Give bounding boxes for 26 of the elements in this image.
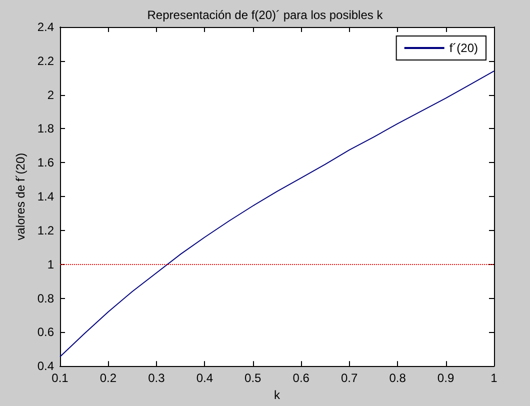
x-tick-label: 0.1: [52, 371, 69, 386]
y-tick-label: 1: [47, 257, 54, 272]
chart-title: Representación de f(20)´ para los posibles k: [147, 8, 384, 22]
x-tick-label: 1: [490, 371, 498, 386]
x-tick-label: 0.8: [389, 371, 406, 386]
x-tick-label: 0.2: [100, 371, 117, 386]
y-tick-label: 1.6: [37, 156, 54, 170]
line-series: [60, 70, 494, 358]
y-tick-label: 2.2: [37, 54, 54, 68]
y-tick-label: 1.2: [37, 223, 54, 238]
y-tick-label: 0.8: [37, 291, 54, 306]
x-tick-label: 0.5: [244, 371, 262, 386]
x-tick-label: 0.9: [437, 371, 454, 386]
y-tick-label: 0.4: [37, 359, 54, 374]
y-tick-label: 0.6: [37, 325, 54, 340]
y-tick-label: 1.8: [37, 122, 54, 136]
x-tick-label: 0.6: [292, 371, 310, 386]
x-tick-label: 0.7: [340, 371, 358, 386]
y-tick-label: 1.4: [37, 190, 54, 204]
x-tick-label: 0.3: [148, 371, 166, 386]
y-tick-label: 2.4: [37, 20, 54, 34]
y-axis-title: valores de f´(20): [13, 152, 28, 240]
legend-label: f´(20): [449, 41, 478, 55]
x-tick-label: 0.4: [196, 371, 214, 386]
x-axis-title: k: [274, 388, 281, 402]
y-tick-label: 2: [47, 88, 54, 102]
